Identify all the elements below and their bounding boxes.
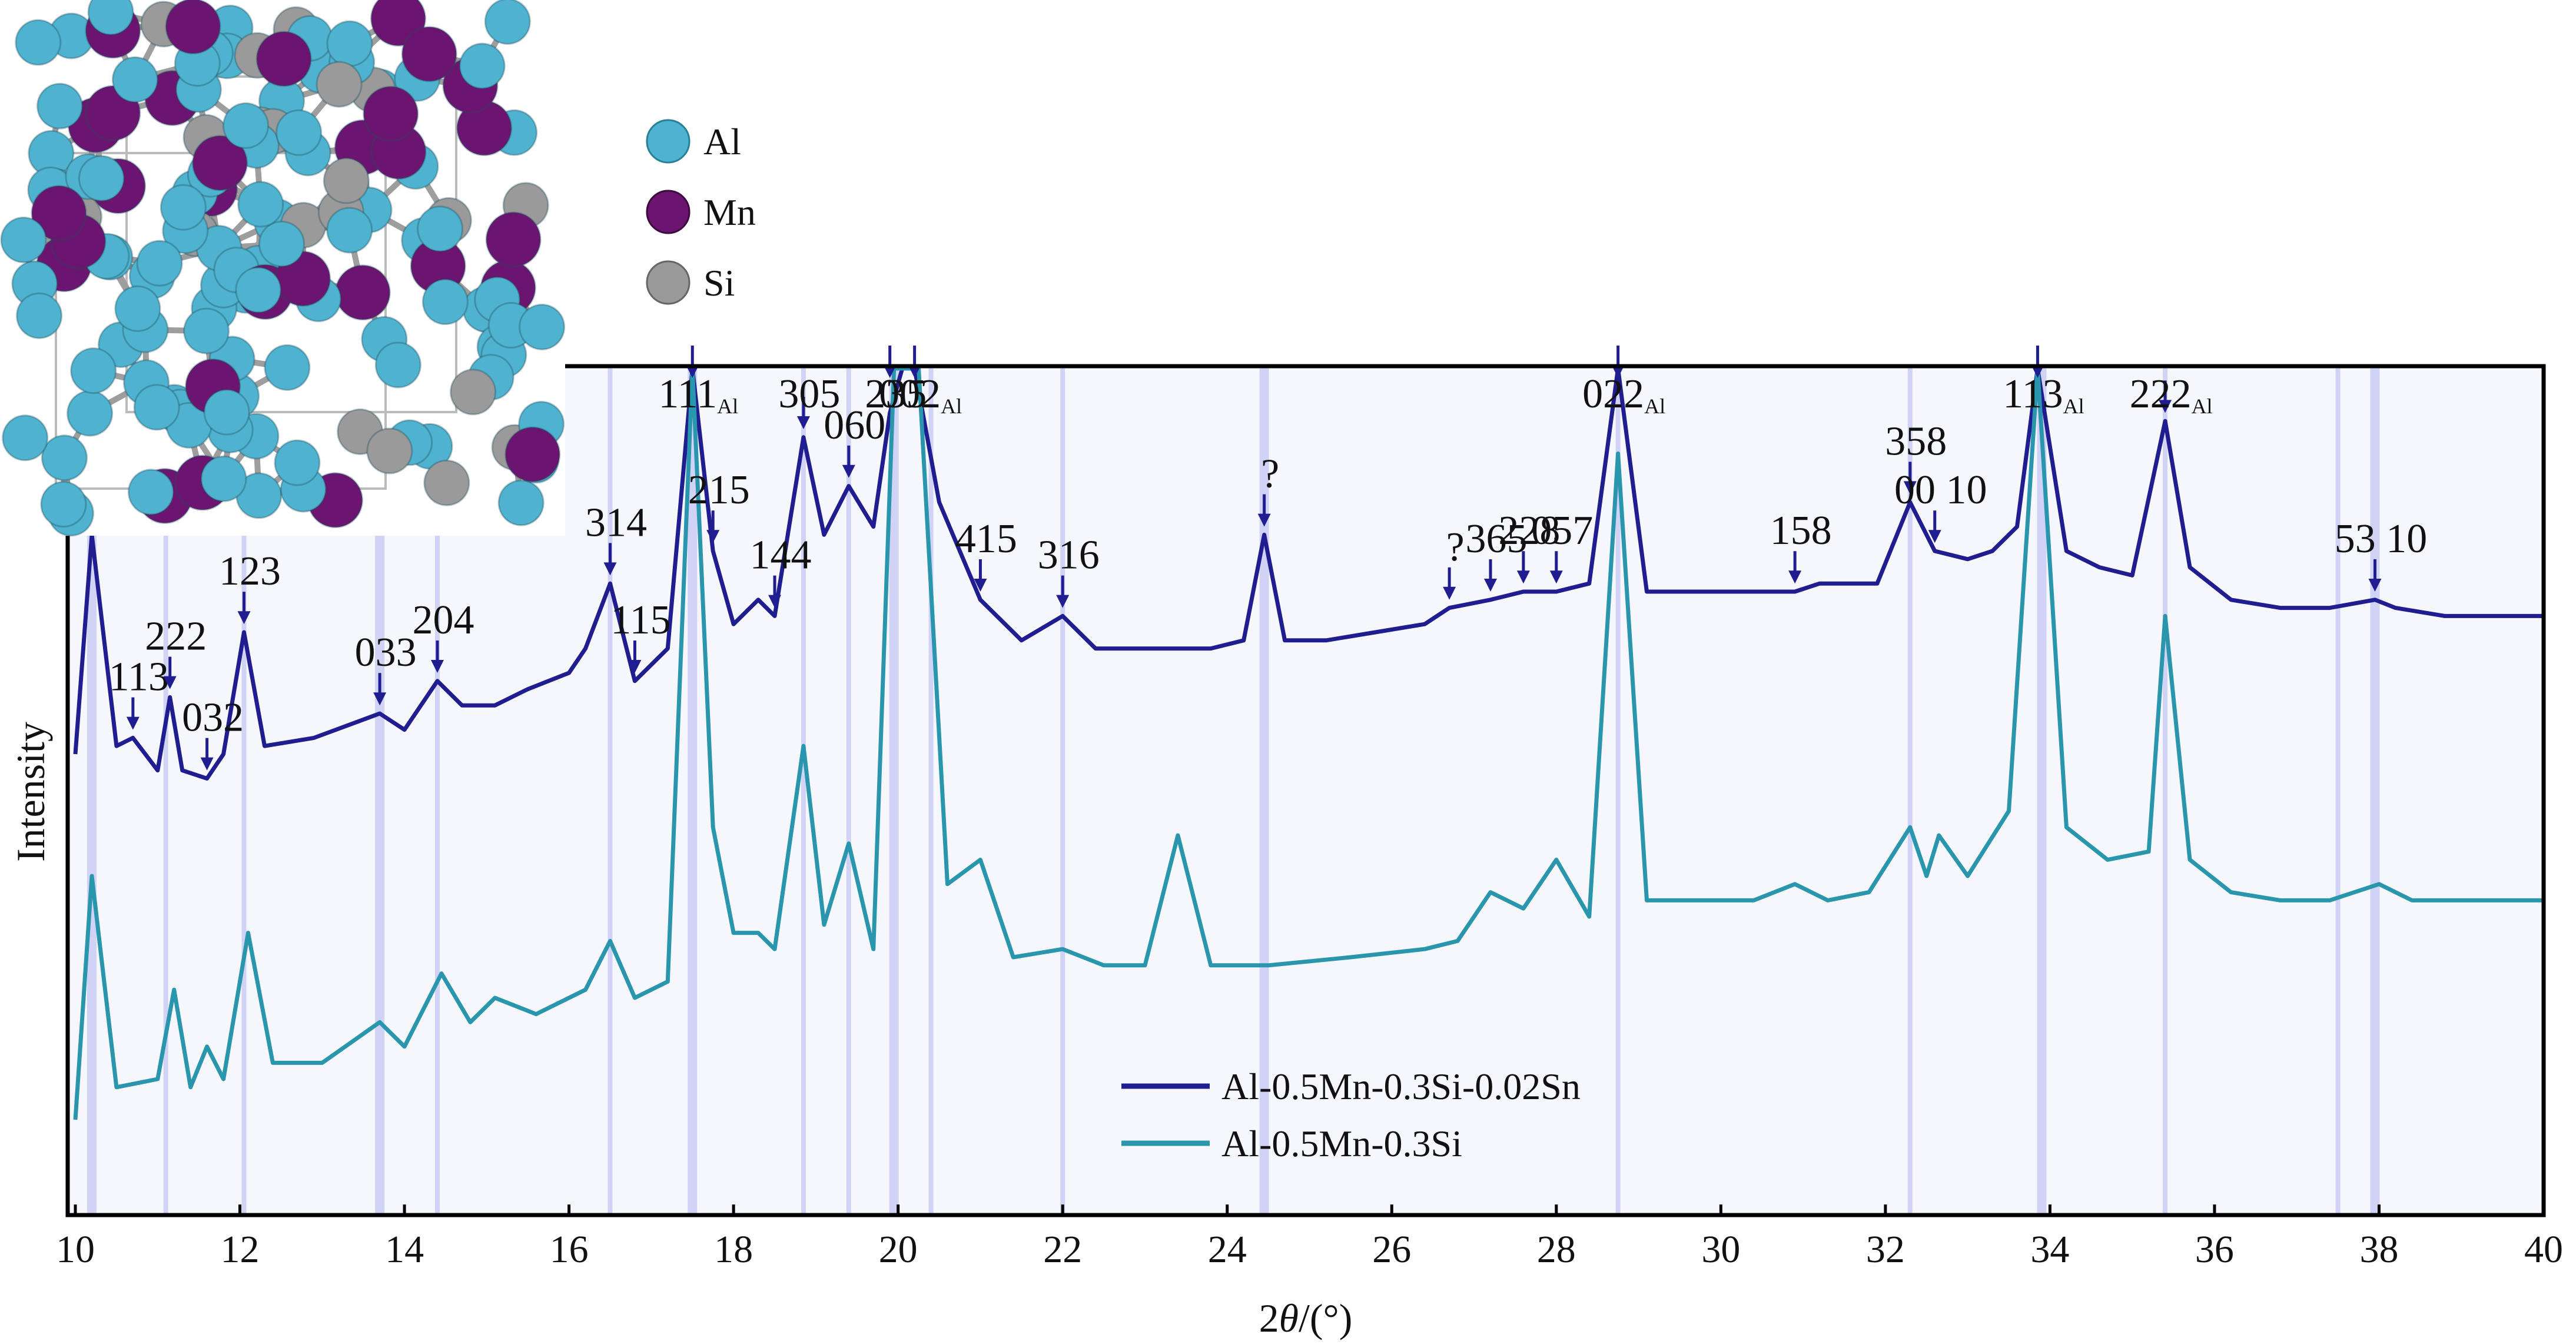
peak-label: 53 10 (2335, 516, 2428, 562)
inset-legend-si: Si (703, 262, 735, 304)
peak-label: 365 (1465, 516, 1527, 562)
mn-atom-icon (646, 190, 691, 234)
y-axis-title: Intensity (8, 722, 53, 862)
peak-label: 060 (824, 403, 885, 448)
peak-label: 144 (750, 533, 812, 578)
peak-label: 314 (585, 500, 647, 545)
peak-label: 115 (610, 598, 670, 643)
x-tick-label: 34 (2030, 1228, 2069, 1271)
annotation-arrowhead (163, 676, 177, 689)
annotation-arrowhead (373, 692, 387, 706)
annotation-arrowhead (1483, 579, 1497, 592)
peak-label: 204 (412, 598, 474, 643)
annotation-arrowhead (706, 530, 720, 543)
x-tick-label: 36 (2195, 1228, 2234, 1271)
peak-label: 415 (955, 516, 1017, 562)
crystal-structure-inset: Al Mn Si (0, 0, 756, 537)
x-axis-title-theta: θ (1279, 1296, 1299, 1340)
peak-label: 032 (182, 695, 244, 741)
x-axis: 10 12 14 16 18 20 22 24 26 28 30 32 34 36 38 40 (56, 1204, 2563, 1271)
x-tick-label: 16 (550, 1228, 589, 1271)
x-axis-title-unit: /(°) (1299, 1296, 1352, 1340)
annotation-arrowhead (237, 611, 251, 625)
annotation-arrowhead (2159, 400, 2172, 413)
x-axis-title-base: 2 (1259, 1296, 1279, 1340)
x-tick-label: 32 (1866, 1228, 1905, 1271)
inset-legend-al: Al (703, 121, 741, 162)
peak-label: ? (1446, 525, 1465, 570)
annotation-arrowhead (796, 416, 810, 429)
inset-legend: Al Mn Si (646, 119, 756, 305)
x-tick-label: 22 (1043, 1228, 1082, 1271)
peak-label: 057 (1531, 508, 1593, 553)
annotation-arrowhead (1257, 513, 1271, 527)
annotation-arrowhead (200, 757, 214, 771)
peak-label: 215 (688, 467, 750, 513)
legend-label-sn: Al-0.5Mn-0.3Si-0.02Sn (1221, 1066, 1581, 1107)
x-tick-label: 10 (56, 1228, 95, 1271)
peak-annotations: 013113222032123033204314115111Al21514430… (67, 346, 2427, 771)
peak-label: 235 (865, 371, 927, 417)
x-tick-label: 12 (221, 1228, 260, 1271)
x-tick-label: 18 (714, 1228, 753, 1271)
peak-label: 358 (1885, 419, 1947, 464)
annotation-arrowhead (1056, 595, 1070, 608)
peak-label: ? (1261, 452, 1279, 497)
series-line-0 (73, 366, 2544, 781)
legend: Al-0.5Mn-0.3Si-0.02Sn Al-0.5Mn-0.3Si (1121, 1066, 1581, 1164)
legend-label-base: Al-0.5Mn-0.3Si (1221, 1123, 1462, 1164)
crystal-structure-illustration (0, 0, 566, 537)
x-tick-label: 30 (1701, 1228, 1740, 1271)
series-group (73, 366, 2544, 1120)
annotation-arrowhead (1443, 586, 1456, 600)
plot-frame (65, 364, 2546, 1217)
annotation-arrowhead (1516, 570, 1530, 584)
peak-label: 305 (778, 371, 840, 417)
annotation-arrowhead (1928, 530, 1941, 543)
annotation-arrowhead (2368, 579, 2382, 592)
annotation-arrowhead (974, 579, 987, 592)
peak-label: 00 10 (1894, 467, 1987, 513)
series-line-1 (73, 366, 2544, 1120)
x-tick-label: 24 (1208, 1228, 1247, 1271)
x-tick-label: 14 (385, 1228, 424, 1271)
x-tick-label: 40 (2524, 1228, 2563, 1271)
annotation-arrowhead (1788, 570, 1802, 584)
peak-label: 222 (145, 614, 207, 659)
peak-label: 158 (1770, 508, 1832, 553)
annotation-arrowhead (603, 562, 617, 576)
peak-label: 113 (109, 655, 169, 700)
x-tick-label: 38 (2359, 1228, 2398, 1271)
x-axis-title: 2θ/(°) (1259, 1296, 1353, 1340)
inset-legend-mn: Mn (703, 191, 756, 233)
annotation-arrowhead (1549, 570, 1563, 584)
x-tick-label: 28 (1537, 1228, 1576, 1271)
x-tick-label: 20 (879, 1228, 918, 1271)
annotation-arrowhead (1903, 481, 1917, 495)
annotation-arrowhead (126, 716, 140, 730)
annotation-arrowhead (430, 660, 444, 673)
annotation-arrowhead (628, 660, 642, 673)
annotation-arrowhead (842, 464, 855, 478)
al-atom-icon (646, 119, 691, 164)
peak-label: 123 (219, 549, 281, 594)
x-tick-label: 26 (1372, 1228, 1411, 1271)
annotation-arrowhead (768, 595, 782, 608)
si-atom-icon (646, 260, 691, 305)
peak-label: 228 (1498, 508, 1560, 553)
peak-label: 033 (355, 630, 417, 675)
peak-label: 316 (1038, 533, 1100, 578)
